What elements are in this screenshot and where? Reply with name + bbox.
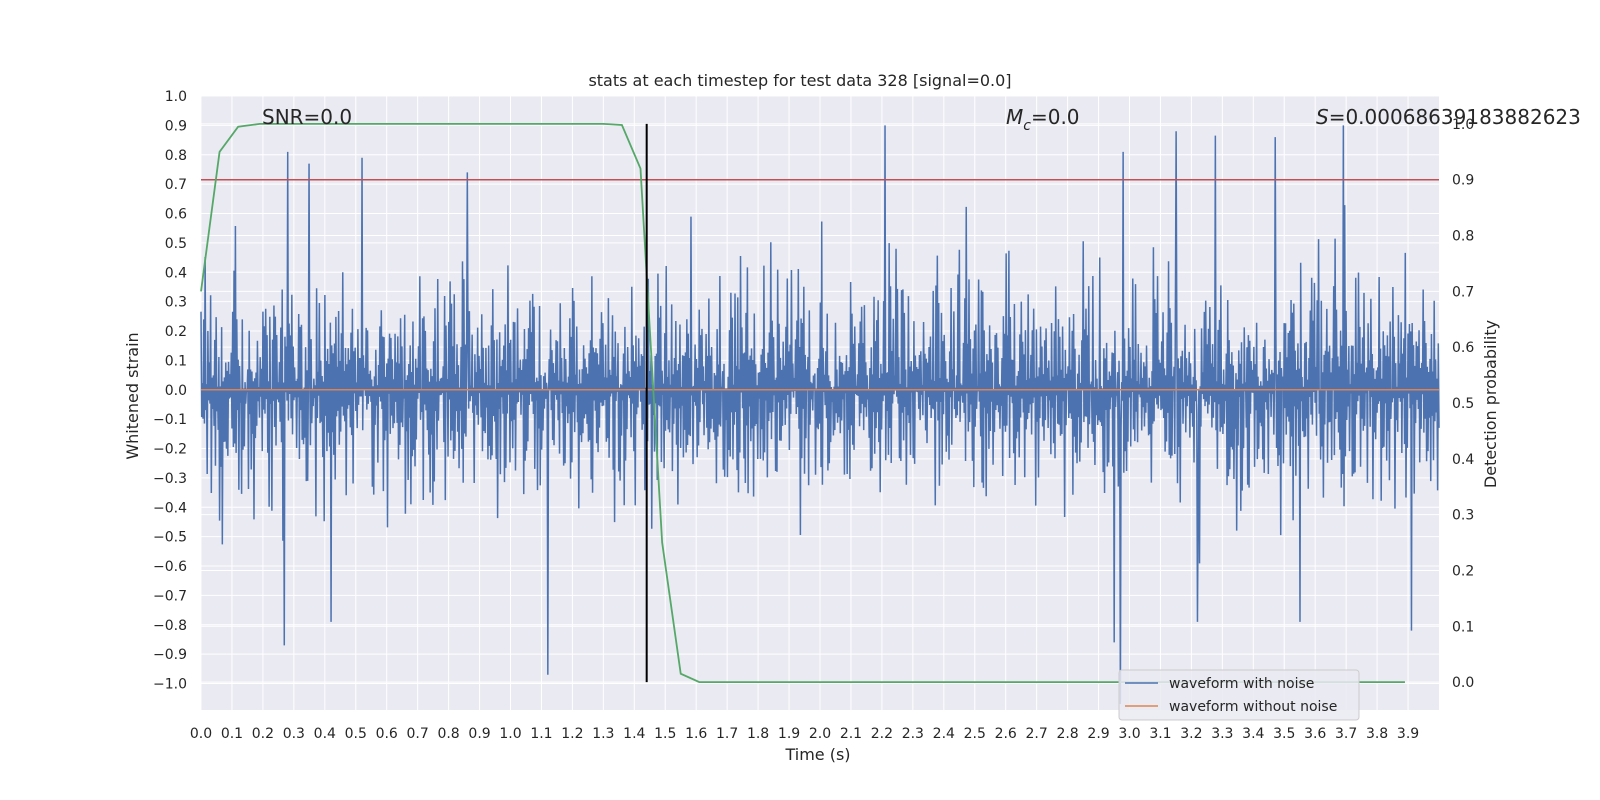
y2-tick-label: 0.1 [1452,619,1474,635]
y-tick-label: 0.0 [165,383,187,399]
x-tick-label: 1.5 [654,726,676,742]
x-tick-label: 1.0 [499,726,521,742]
x-tick-label: 1.2 [561,726,583,742]
x-tick-label: 0.5 [345,726,367,742]
legend-box [1118,669,1360,721]
x-tick-label: 2.5 [964,726,986,742]
snr-annotation: SNR=0.0 [262,105,352,129]
y2-axis-label: Detection probability [1481,320,1500,488]
y-tick-label: 0.5 [165,236,187,252]
y-tick-label: 0.1 [165,353,187,369]
mc-annotation: Mc=0.0 [1006,105,1080,134]
y2-tick-label: 0.9 [1452,173,1474,189]
x-tick-label: 2.6 [995,726,1017,742]
x-tick-label: 0.4 [314,726,336,742]
y-tick-label: −0.7 [153,588,187,604]
x-tick-label: 1.7 [716,726,738,742]
y-tick-label: 0.3 [165,295,187,311]
x-tick-label: 3.9 [1397,726,1419,742]
legend-label-waveform-without-noise: waveform without noise [1169,699,1337,715]
legend-label-waveform-with-noise: waveform with noise [1169,676,1314,692]
x-tick-label: 1.9 [778,726,800,742]
y-tick-label: 0.9 [165,118,187,134]
x-tick-label: 1.8 [747,726,769,742]
y-tick-label: 0.2 [165,324,187,340]
x-tick-label: 3.2 [1180,726,1202,742]
y-tick-label: 0.8 [165,148,187,164]
y-tick-label: −0.8 [153,618,187,634]
y-tick-label: −1.0 [153,677,187,693]
x-tick-label: 0.7 [407,726,429,742]
y2-tick-label: 0.4 [1452,452,1474,468]
x-tick-label: 3.6 [1304,726,1326,742]
x-tick-label: 2.9 [1087,726,1109,742]
y-tick-label: 0.7 [165,177,187,193]
y-tick-label: −0.1 [153,412,187,428]
x-tick-label: 0.8 [437,726,459,742]
y2-tick-label: 0.5 [1452,396,1474,412]
y2-tick-label: 0.2 [1452,563,1474,579]
y-tick-label: −0.9 [153,647,187,663]
mc-subscript: c [1023,118,1031,134]
y-tick-label: 0.6 [165,207,187,223]
y-tick-label: −0.5 [153,530,187,546]
y2-tick-label: 0.3 [1452,508,1474,524]
x-tick-label: 2.1 [840,726,862,742]
x-tick-label: 0.2 [252,726,274,742]
mc-value: =0.0 [1031,105,1080,129]
legend: waveform with noise waveform without noi… [1118,669,1360,721]
y2-tick-label: 0.0 [1452,675,1474,691]
x-tick-label: 3.3 [1211,726,1233,742]
x-tick-label: 3.5 [1273,726,1295,742]
x-tick-label: 2.4 [933,726,955,742]
x-tick-label: 3.8 [1366,726,1388,742]
y-axis-label: Whitened strain [123,332,142,459]
x-tick-label: 3.4 [1242,726,1264,742]
y-tick-label: 1.0 [165,89,187,105]
chart-title: stats at each timestep for test data 328… [588,71,1011,90]
s-annotation: S=0.00068639183882623 [1316,105,1581,129]
y-tick-label: −0.6 [153,559,187,575]
x-tick-label: 0.1 [221,726,243,742]
x-tick-label: 3.1 [1149,726,1171,742]
x-tick-label: 0.3 [283,726,305,742]
mc-symbol: M [1006,105,1023,129]
x-tick-label: 3.0 [1118,726,1140,742]
y-tick-label: −0.4 [153,500,187,516]
x-tick-label: 0.9 [468,726,490,742]
x-tick-label: 1.3 [592,726,614,742]
x-tick-label: 1.6 [685,726,707,742]
x-tick-label: 3.7 [1335,726,1357,742]
x-tick-label: 1.1 [530,726,552,742]
y-tick-label: −0.3 [153,471,187,487]
x-axis-label: Time (s) [784,745,850,764]
s-value: =0.00068639183882623 [1329,105,1581,129]
x-tick-label: 2.8 [1056,726,1078,742]
x-tick-label: 2.3 [902,726,924,742]
s-symbol: S [1316,105,1329,129]
y-tick-label: 0.4 [165,265,187,281]
y2-tick-label: 0.6 [1452,340,1474,356]
x-tick-label: 2.0 [809,726,831,742]
x-tick-label: 0.0 [190,726,212,742]
y2-tick-label: 1.0 [1452,117,1474,133]
y2-tick-label: 0.7 [1452,284,1474,300]
y-tick-label: −0.2 [153,442,187,458]
x-tick-label: 2.7 [1026,726,1048,742]
y2-tick-label: 0.8 [1452,229,1474,245]
series-line-waveform-with-noise [200,125,1440,705]
x-tick-label: 1.4 [623,726,645,742]
x-tick-label: 0.6 [376,726,398,742]
x-tick-label: 2.2 [871,726,893,742]
